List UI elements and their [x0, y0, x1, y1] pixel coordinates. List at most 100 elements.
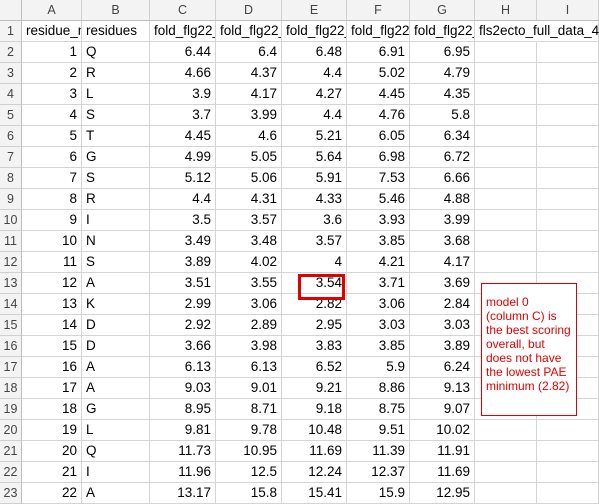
score-cell[interactable]: 15.41 — [282, 483, 347, 504]
score-cell[interactable]: 6.66 — [410, 168, 475, 189]
score-cell[interactable]: 3.9 — [150, 84, 216, 105]
score-cell[interactable]: 5.06 — [216, 168, 282, 189]
residue-number-cell[interactable]: 1 — [22, 42, 82, 63]
score-cell[interactable]: 3.57 — [216, 210, 282, 231]
score-cell[interactable]: 3.93 — [347, 210, 410, 231]
empty-cell[interactable] — [537, 462, 599, 483]
score-cell[interactable]: 3.83 — [282, 336, 347, 357]
residue-number-cell[interactable]: 4 — [22, 105, 82, 126]
score-cell[interactable]: 10.02 — [410, 420, 475, 441]
score-cell[interactable]: 6.34 — [410, 126, 475, 147]
row-header[interactable]: 4 — [0, 84, 22, 105]
score-cell[interactable]: 3.68 — [410, 231, 475, 252]
score-cell[interactable]: 10.95 — [216, 441, 282, 462]
score-cell[interactable]: 9.81 — [150, 420, 216, 441]
score-cell[interactable]: 4.02 — [216, 252, 282, 273]
score-cell[interactable]: 9.51 — [347, 420, 410, 441]
empty-cell[interactable] — [537, 105, 599, 126]
score-cell[interactable]: 6.13 — [216, 357, 282, 378]
score-cell[interactable]: 5.21 — [282, 126, 347, 147]
score-cell[interactable]: 3.06 — [216, 294, 282, 315]
score-cell[interactable]: 2.99 — [150, 294, 216, 315]
empty-cell[interactable] — [537, 252, 599, 273]
residue-cell[interactable]: T — [82, 126, 150, 147]
residue-number-cell[interactable]: 16 — [22, 357, 82, 378]
empty-cell[interactable] — [475, 126, 537, 147]
score-cell[interactable]: 9.21 — [282, 378, 347, 399]
score-cell[interactable]: 8.75 — [347, 399, 410, 420]
row-header[interactable]: 7 — [0, 147, 22, 168]
score-cell[interactable]: 3.99 — [216, 105, 282, 126]
column-header-a[interactable]: A — [22, 0, 82, 21]
score-cell[interactable]: 4.76 — [347, 105, 410, 126]
score-cell[interactable]: 6.72 — [410, 147, 475, 168]
score-cell[interactable]: 5.8 — [410, 105, 475, 126]
score-cell[interactable]: 11.39 — [347, 441, 410, 462]
score-cell[interactable]: 3.89 — [410, 336, 475, 357]
score-cell[interactable]: 3.57 — [282, 231, 347, 252]
residue-number-cell[interactable]: 15 — [22, 336, 82, 357]
row-header[interactable]: 8 — [0, 168, 22, 189]
score-cell[interactable]: 15.8 — [216, 483, 282, 504]
empty-cell[interactable] — [537, 483, 599, 504]
residue-cell[interactable]: S — [82, 168, 150, 189]
score-cell[interactable]: 4.6 — [216, 126, 282, 147]
residue-number-cell[interactable]: 17 — [22, 378, 82, 399]
column-header-i[interactable]: I — [537, 0, 599, 21]
score-cell[interactable]: 4.17 — [216, 84, 282, 105]
score-cell[interactable]: 9.78 — [216, 420, 282, 441]
score-cell[interactable]: 13.17 — [150, 483, 216, 504]
score-cell[interactable]: 11.69 — [282, 441, 347, 462]
residue-number-cell[interactable]: 22 — [22, 483, 82, 504]
score-cell[interactable]: 15.9 — [347, 483, 410, 504]
empty-cell[interactable] — [475, 105, 537, 126]
residue-cell[interactable]: R — [82, 189, 150, 210]
score-cell[interactable]: 9.13 — [410, 378, 475, 399]
row-header[interactable]: 10 — [0, 210, 22, 231]
score-cell[interactable]: 12.37 — [347, 462, 410, 483]
score-cell[interactable]: 4.33 — [282, 189, 347, 210]
empty-cell[interactable] — [475, 63, 537, 84]
empty-cell[interactable] — [537, 168, 599, 189]
score-cell[interactable]: 3.71 — [347, 273, 410, 294]
column-header-h[interactable]: H — [475, 0, 537, 21]
column-header-e[interactable]: E — [282, 0, 347, 21]
score-cell[interactable]: 3.98 — [216, 336, 282, 357]
row-header[interactable]: 16 — [0, 336, 22, 357]
residue-cell[interactable]: G — [82, 399, 150, 420]
empty-cell[interactable] — [537, 63, 599, 84]
score-cell[interactable]: 3.54 — [282, 273, 347, 294]
header-cell[interactable]: fold_flg22_ — [216, 21, 282, 42]
score-cell[interactable]: 4.37 — [216, 63, 282, 84]
score-cell[interactable]: 4.66 — [150, 63, 216, 84]
residue-number-cell[interactable]: 20 — [22, 441, 82, 462]
score-cell[interactable]: 6.48 — [282, 42, 347, 63]
score-cell[interactable]: 3.49 — [150, 231, 216, 252]
score-cell[interactable]: 6.24 — [410, 357, 475, 378]
score-cell[interactable]: 12.24 — [282, 462, 347, 483]
score-cell[interactable]: 3.85 — [347, 231, 410, 252]
header-cell[interactable]: fold_flg22_ — [347, 21, 410, 42]
empty-cell[interactable] — [537, 42, 599, 63]
score-cell[interactable]: 4.21 — [347, 252, 410, 273]
residue-number-cell[interactable]: 10 — [22, 231, 82, 252]
header-cell[interactable]: residue_number — [22, 21, 82, 42]
residue-cell[interactable]: S — [82, 105, 150, 126]
score-cell[interactable]: 8.71 — [216, 399, 282, 420]
residue-number-cell[interactable]: 18 — [22, 399, 82, 420]
empty-cell[interactable] — [537, 189, 599, 210]
residue-cell[interactable]: G — [82, 147, 150, 168]
header-cell[interactable]: fold_flg22_ — [410, 21, 475, 42]
score-cell[interactable]: 6.91 — [347, 42, 410, 63]
residue-number-cell[interactable]: 19 — [22, 420, 82, 441]
score-cell[interactable]: 4.35 — [410, 84, 475, 105]
residue-number-cell[interactable]: 12 — [22, 273, 82, 294]
score-cell[interactable]: 4.88 — [410, 189, 475, 210]
row-header[interactable]: 11 — [0, 231, 22, 252]
header-cell[interactable]: residues — [82, 21, 150, 42]
score-cell[interactable]: 2.84 — [410, 294, 475, 315]
row-header[interactable]: 6 — [0, 126, 22, 147]
score-cell[interactable]: 3.03 — [347, 315, 410, 336]
residue-cell[interactable]: S — [82, 252, 150, 273]
score-cell[interactable]: 11.69 — [410, 462, 475, 483]
